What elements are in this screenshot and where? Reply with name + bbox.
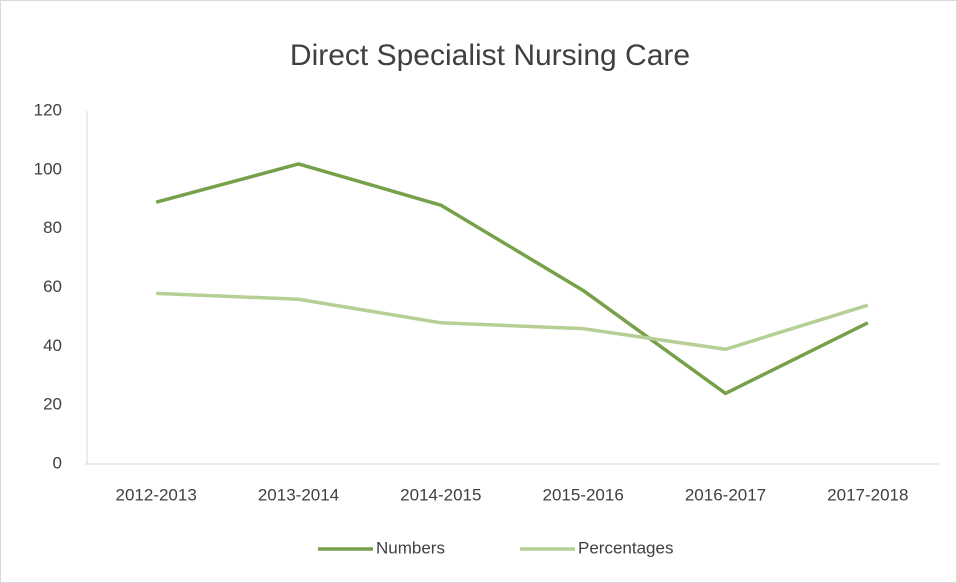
x-tick-label: 2013-2014	[258, 485, 339, 504]
y-tick-label: 20	[43, 395, 62, 414]
x-tick-label: 2016-2017	[685, 485, 766, 504]
y-tick-label: 100	[34, 159, 62, 178]
series-line	[156, 291, 869, 352]
legend-label: Percentages	[578, 538, 673, 557]
series-line	[155, 162, 869, 396]
x-tick-label: 2012-2013	[116, 485, 197, 504]
y-tick-label: 80	[43, 218, 62, 237]
legend-label: Numbers	[376, 538, 445, 557]
x-tick-label: 2017-2018	[827, 485, 908, 504]
y-tick-label: 60	[43, 277, 62, 296]
x-tick-label: 2014-2015	[400, 485, 481, 504]
y-tick-label: 120	[34, 100, 62, 119]
y-tick-label: 0	[53, 453, 62, 472]
x-tick-label: 2015-2016	[543, 485, 624, 504]
chart-title: Direct Specialist Nursing Care	[290, 39, 690, 72]
y-tick-label: 40	[43, 336, 62, 355]
